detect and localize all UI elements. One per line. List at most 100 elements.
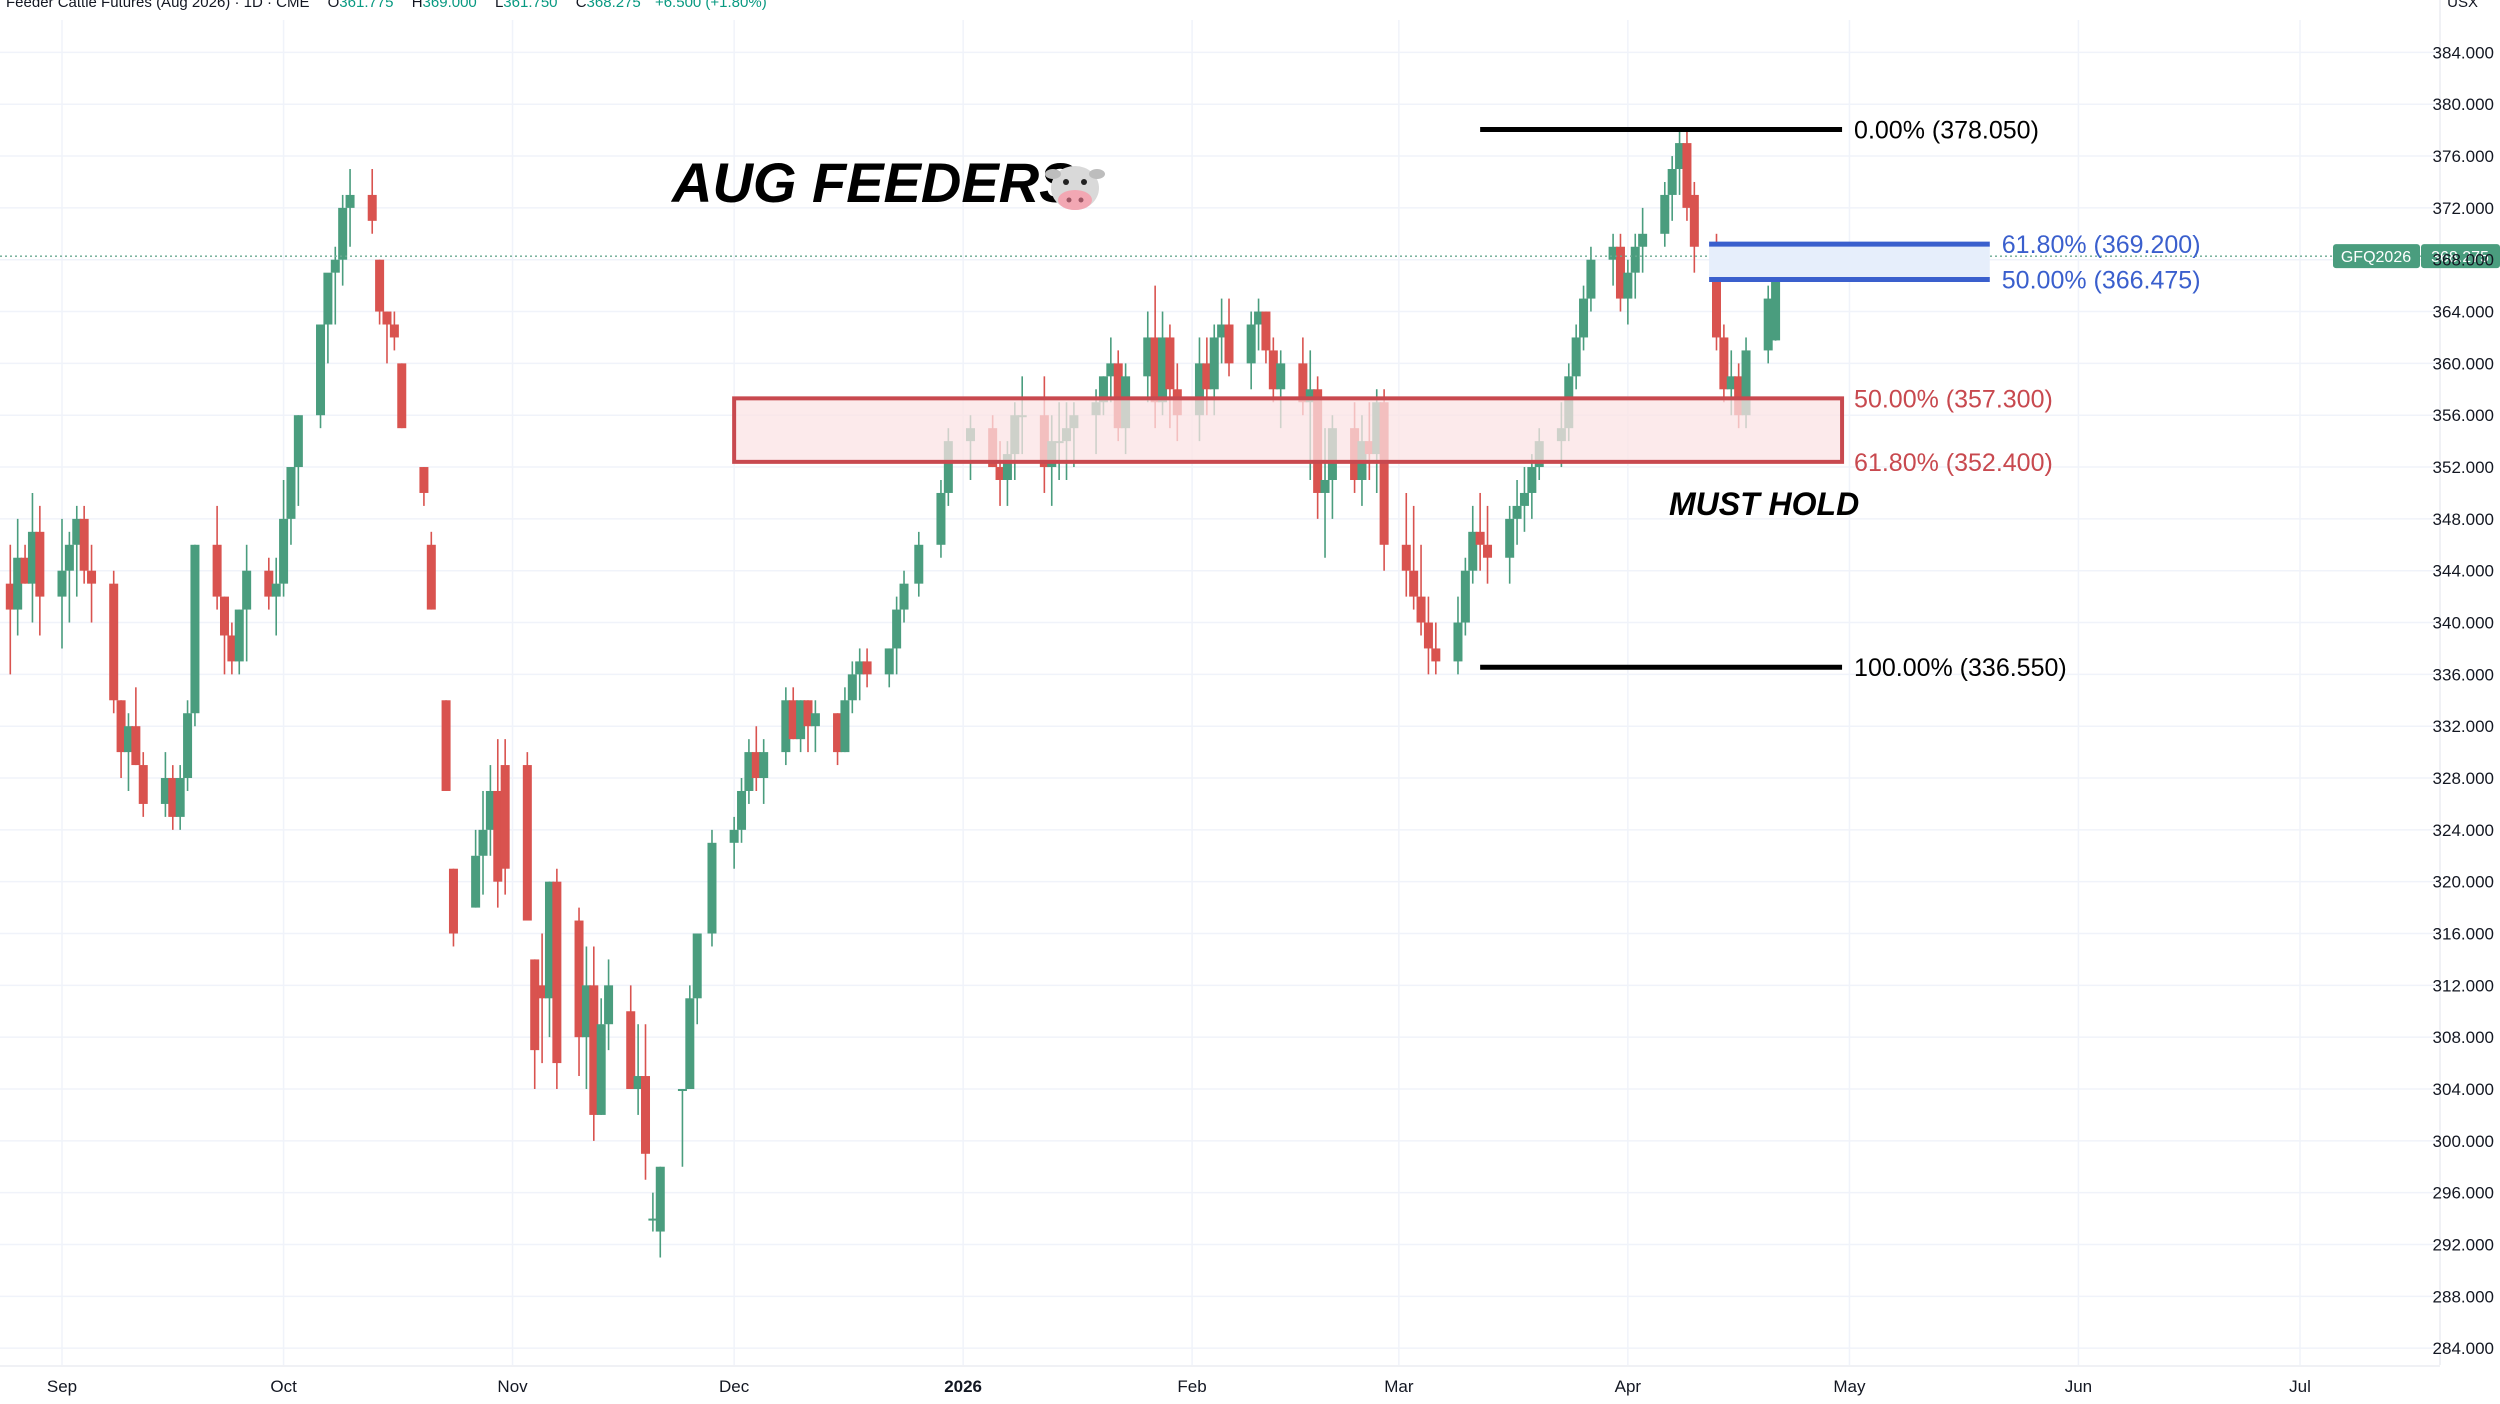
candle-body (1379, 402, 1389, 545)
candle (57, 518, 67, 649)
candle-body (604, 985, 614, 1025)
price-tick-label: 384.000 (2433, 43, 2494, 62)
candle-body (1571, 337, 1581, 377)
close-value: 368.275 (586, 0, 641, 11)
must-hold-annotation: MUST HOLD (1669, 486, 1859, 522)
candle-body (862, 661, 872, 675)
candle-body (13, 557, 23, 610)
candle (109, 570, 119, 714)
candle-body (478, 829, 488, 856)
candle-body (1711, 246, 1721, 338)
candle-body (1468, 531, 1478, 571)
price-axis[interactable]: 384.000 380.000 376.000 372.000 368.000 364.0… (2433, 43, 2494, 1358)
time-tick-label: Apr (1615, 1377, 1642, 1396)
time-tick-label: Mar (1384, 1377, 1414, 1396)
candle-body (1217, 324, 1227, 338)
candle-body (884, 648, 894, 675)
fib-label-blue-618: 61.80% (369.200) (2002, 231, 2201, 259)
candle-body (138, 765, 148, 804)
candle-body (1098, 376, 1108, 403)
open-value: 361.775 (339, 0, 394, 11)
candle-body (626, 1011, 636, 1090)
candle-body (375, 259, 385, 312)
candle (1246, 311, 1256, 390)
candle-body (330, 259, 340, 273)
candle (1608, 233, 1618, 286)
candle (389, 311, 399, 351)
candle (448, 868, 458, 947)
candle-body (345, 194, 355, 208)
candle (1630, 233, 1640, 299)
price-badge-symbol-bg (2333, 244, 2420, 269)
candle-body (286, 467, 296, 519)
candle-body (936, 492, 946, 545)
candle-body (500, 765, 510, 869)
candle-body (1460, 570, 1470, 623)
candle (1505, 505, 1515, 584)
candle-body (1453, 622, 1463, 662)
price-tick-label: 340.000 (2433, 614, 2494, 633)
price-tick-label: 312.000 (2433, 976, 2494, 995)
candle (633, 1024, 643, 1115)
candle-body (123, 726, 133, 753)
candle (1689, 181, 1699, 273)
candle-body (316, 324, 326, 416)
candle-body (1734, 376, 1744, 416)
price-tick-label: 308.000 (2433, 1028, 2494, 1047)
candle (1106, 337, 1116, 403)
time-tick-label: Dec (719, 1377, 750, 1396)
candle (1261, 311, 1271, 364)
candle (397, 363, 407, 429)
candle-body (131, 726, 141, 766)
drawings: GFQ2026 368.275 0.00% (378.050) 100.00% (33… (0, 116, 2500, 682)
candle (212, 505, 222, 610)
price-tick-label: 380.000 (2433, 95, 2494, 114)
candle-body (589, 985, 599, 1115)
candle-body (1623, 272, 1633, 299)
time-axis[interactable]: Sep Oct Nov Dec 2026 Feb Mar Apr May Jun Jul (47, 1377, 2311, 1396)
candle (914, 531, 924, 597)
candle-body (1771, 256, 1781, 341)
candle-body (279, 518, 289, 584)
candle (847, 661, 857, 714)
price-tick-label: 304.000 (2433, 1080, 2494, 1099)
candle (138, 752, 148, 817)
price-badge-symbol: GFQ2026 (2341, 249, 2411, 266)
candle-body (596, 1024, 606, 1115)
candle-body (116, 700, 126, 753)
candle-body (441, 700, 451, 791)
candle-body (227, 635, 237, 662)
fib-label-100: 100.00% (336.550) (1854, 654, 2067, 682)
price-badge-value-bg (2421, 244, 2500, 269)
candle-body (1638, 233, 1648, 247)
candle (13, 518, 23, 636)
candle-body (1527, 467, 1537, 493)
candle (744, 739, 754, 804)
candle (1460, 557, 1470, 636)
candle-body (1505, 518, 1515, 558)
candle (190, 544, 200, 727)
candle-body (190, 544, 200, 714)
open-label: O (327, 0, 340, 11)
candle (1519, 467, 1529, 532)
candle-body (79, 518, 89, 571)
candle-body (1409, 570, 1419, 597)
candle (131, 687, 141, 766)
candle (1763, 285, 1773, 364)
candle (936, 479, 946, 558)
candle-body (1165, 337, 1175, 390)
candle-body (1224, 324, 1234, 364)
candle (87, 544, 97, 623)
candle (707, 829, 717, 947)
change-value: +6.500 (+1.80%) (654, 0, 767, 11)
candle-body (485, 790, 495, 830)
candle (781, 687, 791, 766)
candle (183, 700, 193, 791)
candle-body (1630, 246, 1640, 273)
candle-body (1254, 311, 1264, 325)
candle (168, 765, 178, 830)
candle (1623, 259, 1633, 325)
candle-body (685, 998, 695, 1090)
candle-body (855, 661, 865, 675)
